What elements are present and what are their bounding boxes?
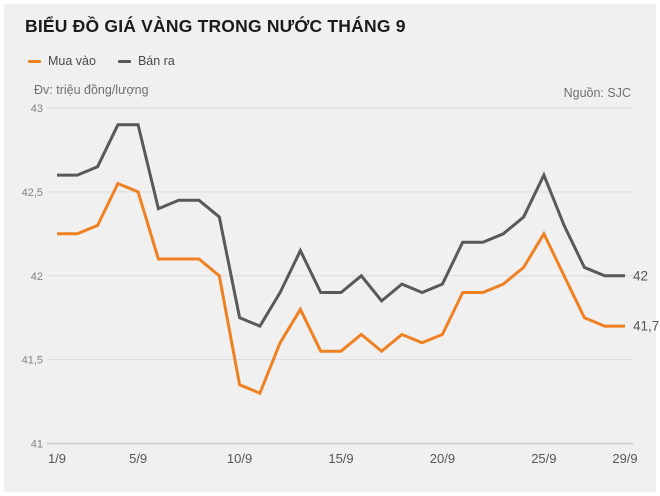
y-axis-tick-label: 41,5 [22,355,43,367]
x-axis-tick-label: 5/9 [129,451,147,466]
legend: Mua vào Bán ra [28,54,175,68]
legend-label-buy: Mua vào [48,54,96,68]
source-note: Nguồn: SJC [563,86,631,100]
chart-title: BIỂU ĐỒ GIÁ VÀNG TRONG NƯỚC THÁNG 9 [25,16,406,36]
x-axis-tick-label: 25/9 [531,451,556,466]
sell-line-swatch-icon [117,59,131,63]
legend-label-sell: Bán ra [137,54,175,68]
x-axis-tick-label: 15/9 [328,451,353,466]
x-axis-tick-label: 29/9 [612,451,637,466]
chart-panel: BIỂU ĐỒ GIÁ VÀNG TRONG NƯỚC THÁNG 9 Mua … [4,4,656,492]
x-axis-tick-label: 20/9 [430,451,455,466]
series-end-value-label: 41,7 [633,319,659,334]
series-line-mua-vao [57,181,625,396]
legend-item-sell: Bán ra [117,54,175,68]
x-axis-tick-label: 10/9 [227,451,252,466]
series-end-value-label: 42 [633,268,648,283]
unit-note: Đv: triệu đồng/lượng [34,83,149,97]
y-axis-tick-label: 42,5 [22,187,43,199]
y-axis-tick-label: 42 [31,271,43,283]
series-line-ban-ra [57,123,625,328]
legend-item-buy: Mua vào [28,54,96,68]
x-axis-tick-label: 1/9 [48,451,66,466]
y-axis-tick-label: 41 [31,439,43,451]
y-axis-tick-label: 43 [31,103,43,115]
buy-line-swatch-icon [28,59,41,63]
